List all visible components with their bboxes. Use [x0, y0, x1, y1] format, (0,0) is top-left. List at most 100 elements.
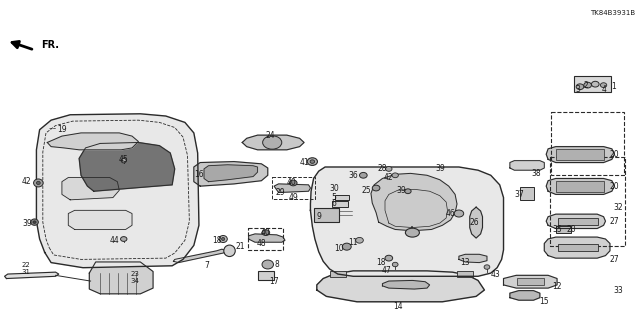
Polygon shape	[194, 162, 268, 186]
Text: 14: 14	[393, 302, 403, 311]
Bar	[556, 226, 571, 233]
Text: 25: 25	[361, 186, 371, 195]
Ellipse shape	[584, 82, 591, 88]
Polygon shape	[243, 135, 304, 150]
Ellipse shape	[224, 245, 236, 257]
Text: 19: 19	[57, 125, 67, 134]
Text: FR.: FR.	[41, 40, 59, 50]
Bar	[558, 244, 598, 251]
Text: 47: 47	[382, 266, 392, 276]
Polygon shape	[383, 280, 429, 289]
Ellipse shape	[36, 181, 40, 185]
Ellipse shape	[262, 136, 282, 149]
Text: 43: 43	[490, 269, 500, 279]
Bar	[458, 271, 473, 277]
Polygon shape	[68, 210, 132, 229]
Text: 38: 38	[532, 169, 541, 178]
Polygon shape	[546, 147, 614, 163]
Ellipse shape	[454, 210, 464, 217]
Polygon shape	[510, 161, 544, 170]
Text: 18: 18	[376, 258, 385, 267]
Text: 24: 24	[266, 131, 275, 140]
Text: 42: 42	[22, 177, 32, 186]
Text: 29: 29	[276, 188, 285, 197]
Bar	[258, 270, 274, 280]
Ellipse shape	[219, 236, 227, 243]
Bar	[330, 271, 346, 277]
Ellipse shape	[576, 84, 584, 90]
Polygon shape	[248, 234, 285, 242]
Ellipse shape	[591, 81, 599, 87]
Text: 18: 18	[212, 236, 221, 245]
Text: 27: 27	[609, 255, 620, 264]
Text: 5: 5	[332, 193, 337, 202]
Ellipse shape	[405, 228, 419, 237]
Polygon shape	[470, 207, 483, 238]
Text: 45: 45	[119, 155, 129, 164]
Bar	[248, 228, 284, 250]
Bar	[558, 218, 598, 225]
Polygon shape	[173, 249, 228, 263]
Ellipse shape	[386, 166, 392, 171]
Ellipse shape	[31, 219, 38, 225]
Text: 20: 20	[609, 182, 620, 191]
Polygon shape	[546, 179, 614, 195]
Ellipse shape	[289, 180, 297, 186]
Bar	[556, 149, 604, 160]
Text: ...: ...	[278, 186, 284, 191]
Text: 37: 37	[514, 190, 524, 199]
Ellipse shape	[221, 237, 225, 241]
Ellipse shape	[121, 158, 126, 163]
Text: 30: 30	[329, 184, 339, 193]
Text: 42: 42	[384, 173, 394, 182]
Polygon shape	[79, 142, 175, 191]
Text: 44: 44	[110, 236, 120, 245]
Polygon shape	[459, 254, 487, 263]
Text: 23
34: 23 34	[131, 271, 140, 284]
Polygon shape	[204, 165, 257, 182]
Bar	[314, 208, 339, 222]
Ellipse shape	[310, 160, 315, 163]
Text: 22
31: 22 31	[21, 262, 30, 275]
Text: 15: 15	[540, 297, 549, 306]
Text: 13: 13	[460, 258, 470, 267]
Text: 35: 35	[552, 225, 562, 234]
Text: 33: 33	[613, 286, 623, 295]
Text: 21: 21	[236, 242, 245, 251]
Text: 4: 4	[601, 85, 606, 94]
Polygon shape	[546, 214, 605, 228]
Text: 49: 49	[289, 193, 298, 202]
Text: 20: 20	[609, 150, 620, 159]
Text: 16: 16	[194, 170, 204, 179]
Polygon shape	[36, 114, 199, 268]
Text: 32: 32	[613, 203, 623, 212]
Bar	[332, 201, 348, 207]
Text: 8: 8	[275, 260, 279, 269]
Ellipse shape	[33, 221, 36, 223]
Text: 26: 26	[469, 218, 479, 227]
Text: 9: 9	[316, 212, 321, 221]
Polygon shape	[510, 291, 540, 300]
Text: 28: 28	[378, 164, 387, 173]
Text: TK84B3931B: TK84B3931B	[590, 10, 636, 16]
Ellipse shape	[262, 230, 269, 236]
Text: 39: 39	[22, 219, 32, 228]
Text: 1: 1	[611, 82, 616, 91]
Ellipse shape	[484, 265, 490, 269]
Ellipse shape	[356, 237, 364, 243]
Polygon shape	[274, 184, 310, 193]
Ellipse shape	[360, 172, 367, 178]
Ellipse shape	[120, 236, 127, 241]
Text: 7: 7	[204, 261, 209, 270]
Polygon shape	[317, 271, 484, 302]
Text: 17: 17	[269, 277, 279, 286]
Bar	[335, 195, 349, 200]
Polygon shape	[544, 237, 610, 258]
Polygon shape	[371, 173, 457, 231]
Polygon shape	[62, 178, 119, 200]
Ellipse shape	[600, 83, 607, 87]
Ellipse shape	[404, 189, 411, 194]
Text: 12: 12	[552, 282, 562, 291]
Text: 27: 27	[609, 217, 620, 226]
Bar	[556, 180, 604, 192]
